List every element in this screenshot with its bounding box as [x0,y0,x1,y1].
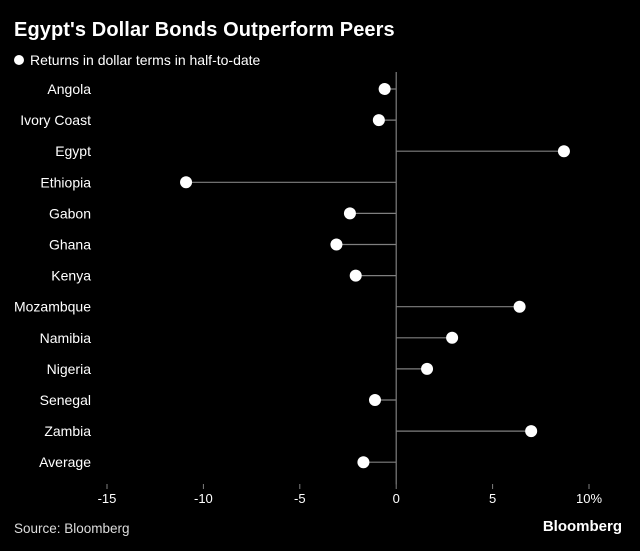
category-label: Gabon [49,205,91,221]
marker-mozambque [513,300,526,313]
source-note: Source: Bloomberg [14,521,130,536]
category-labels: Angola Ivory Coast Egypt Ethiopia Gabon Ghana… [14,81,91,470]
category-label: Senegal [40,392,91,408]
x-axis-ticks: -15 -10 -5 0 5 10% [98,484,602,506]
marker-namibia [446,331,459,344]
marker-zambia [525,425,538,438]
category-label: Ethiopia [40,174,91,190]
category-label: Ghana [49,237,91,253]
x-tick-label: -15 [98,491,117,506]
category-label: Mozambque [14,299,91,315]
x-tick-label: -5 [294,491,306,506]
marker-egypt [557,145,570,158]
marker-angola [378,83,391,95]
chart-title: Egypt's Dollar Bonds Outperform Peers [14,19,395,41]
x-tick-label: 5 [489,491,496,506]
category-label: Namibia [40,330,92,346]
category-label: Ivory Coast [20,112,91,128]
marker-ivory-coast [372,114,385,127]
legend-label: Returns in dollar terms in half-to-date [30,52,261,68]
legend: Returns in dollar terms in half-to-date [14,52,260,68]
marker-gabon [343,207,356,220]
marker-senegal [368,394,381,406]
marker-nigeria [421,362,434,375]
marker-ethiopia [180,176,193,189]
x-tick-label: 10% [576,491,602,506]
category-label: Kenya [51,268,91,284]
marker-average [357,456,370,469]
category-label: Zambia [44,423,91,439]
category-label: Egypt [55,143,91,159]
category-label: Nigeria [47,361,92,377]
category-label: Angola [47,81,91,97]
stems-layer [186,88,564,463]
marker-kenya [349,269,362,282]
x-tick-label: -10 [194,491,213,506]
x-tick-label: 0 [393,491,400,506]
marker-ghana [330,238,343,251]
category-label: Average [39,454,91,470]
markers-layer [180,83,570,469]
legend-marker-icon [14,55,24,65]
bloomberg-logo: Bloomberg [542,518,622,535]
